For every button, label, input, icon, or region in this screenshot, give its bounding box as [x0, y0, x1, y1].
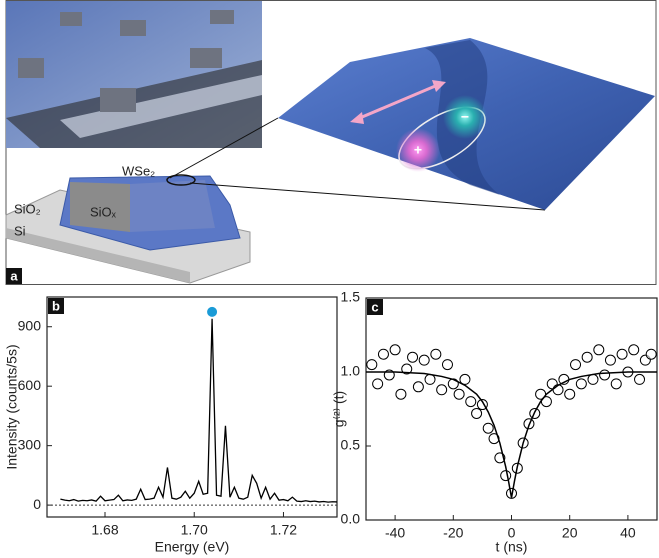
panel-label: a [10, 268, 18, 283]
peak-marker [207, 306, 218, 317]
data-point [418, 354, 430, 366]
data-point [377, 348, 389, 360]
hole-sign: + [414, 142, 422, 158]
y-axis-label: Intensity (counts/5s) [4, 344, 20, 469]
data-point [628, 344, 640, 356]
data-point [407, 351, 419, 363]
data-point [593, 344, 605, 356]
panel-label: b [52, 298, 60, 313]
y-tick-label: 1.5 [341, 289, 361, 305]
data-point [424, 373, 436, 385]
data-point [581, 351, 593, 363]
data-point [645, 348, 657, 360]
data-point [366, 359, 378, 371]
substrate-label: SiO₂ [14, 201, 41, 216]
zoom-ring [166, 174, 196, 186]
data-point [430, 348, 442, 360]
data-point [441, 359, 453, 371]
pillar-side [130, 180, 215, 232]
data-point [372, 378, 384, 390]
arrow-head [350, 112, 364, 124]
panel-label-box [48, 298, 64, 314]
panel-a: + − WSe₂ SiO₂ SiOₓ Si a [5, 0, 657, 285]
arrow-head [432, 80, 446, 92]
data-point [500, 470, 512, 482]
plot-frame [46, 296, 338, 518]
data-point [506, 487, 517, 499]
y-tick-label: 600 [18, 377, 42, 393]
panel-label-box [367, 299, 383, 315]
y-tick-label: 0 [33, 496, 41, 512]
data-point [570, 359, 582, 371]
panel-label: c [371, 299, 378, 314]
x-tick-label: 40 [620, 525, 636, 541]
data-point [389, 344, 401, 356]
x-tick-label: 20 [562, 525, 578, 541]
pillar-label: SiOₓ [90, 204, 117, 219]
x-tick-label: -20 [443, 525, 463, 541]
x-tick-label: 0 [508, 525, 516, 541]
data-point [604, 354, 616, 366]
y-tick-label: 300 [18, 436, 42, 452]
inset-strip [60, 75, 262, 138]
panel-label-box [6, 268, 22, 284]
data-point [453, 388, 465, 400]
y-tick-label: 0.0 [341, 511, 361, 527]
data-point [610, 378, 622, 390]
electron-glow [443, 95, 487, 139]
spectrum-line [60, 318, 338, 503]
data-point [587, 373, 599, 385]
plot-frame [365, 297, 658, 521]
y-tick-label: 900 [18, 317, 42, 333]
data-point [471, 407, 483, 419]
base-label: Si [14, 223, 26, 238]
data-point [465, 396, 477, 408]
data-point [616, 348, 628, 360]
exciton-arrow [354, 82, 441, 122]
data-point [599, 369, 611, 381]
data-point [634, 373, 646, 385]
x-axis-label: Energy (eV) [155, 539, 230, 555]
x-tick-label: 1.70 [181, 522, 208, 538]
y-axis-label: g⁽²⁾ (t) [331, 391, 347, 427]
si-layer [6, 228, 190, 283]
hole-glow [396, 128, 440, 172]
data-point [436, 384, 448, 396]
fit-line [366, 371, 657, 498]
inset-pillars [18, 10, 234, 112]
x-axis-label: t (ns) [496, 539, 528, 555]
y-tick-label: 0.5 [341, 437, 361, 453]
data-point [482, 422, 494, 434]
zoom-line [169, 117, 279, 179]
data-point [459, 373, 471, 385]
y-tick-label: 1.0 [341, 363, 361, 379]
zoom-line [189, 182, 546, 211]
x-tick-label: -40 [385, 525, 405, 541]
data-point [412, 381, 424, 393]
pillar-front [70, 182, 130, 232]
data-point [564, 388, 576, 400]
layer-label: WSe₂ [122, 163, 155, 178]
data-point [575, 378, 587, 390]
electron-sign: − [461, 109, 469, 125]
x-tick-label: 1.72 [270, 522, 297, 538]
x-tick-label: 1.68 [91, 522, 118, 538]
data-point [401, 363, 413, 375]
data-point [395, 388, 407, 400]
